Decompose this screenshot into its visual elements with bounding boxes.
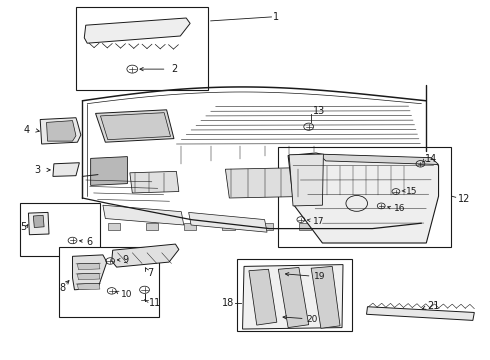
- Polygon shape: [91, 157, 127, 185]
- Polygon shape: [249, 269, 277, 325]
- Polygon shape: [225, 167, 316, 198]
- Text: 1: 1: [273, 12, 280, 22]
- Bar: [237, 259, 352, 331]
- Polygon shape: [323, 165, 416, 196]
- Text: 21: 21: [427, 301, 440, 311]
- Polygon shape: [318, 154, 439, 165]
- Polygon shape: [278, 267, 309, 328]
- Polygon shape: [299, 223, 311, 230]
- Text: 12: 12: [458, 194, 470, 204]
- Polygon shape: [108, 223, 120, 230]
- Polygon shape: [222, 223, 235, 230]
- Polygon shape: [77, 263, 100, 270]
- Polygon shape: [367, 307, 474, 320]
- Text: 6: 6: [86, 237, 92, 247]
- Polygon shape: [289, 154, 323, 206]
- Text: 11: 11: [149, 298, 162, 308]
- Bar: [20, 203, 100, 256]
- Polygon shape: [112, 244, 179, 267]
- Text: 8: 8: [60, 283, 66, 293]
- Polygon shape: [40, 118, 81, 144]
- Text: 3: 3: [34, 165, 41, 175]
- Polygon shape: [33, 215, 44, 228]
- Polygon shape: [130, 171, 179, 193]
- Polygon shape: [28, 212, 49, 235]
- Text: 5: 5: [21, 222, 27, 232]
- Polygon shape: [103, 205, 184, 225]
- Text: 17: 17: [313, 216, 324, 225]
- Text: 13: 13: [313, 106, 325, 116]
- Polygon shape: [261, 223, 273, 230]
- Text: 10: 10: [121, 289, 132, 299]
- Text: 16: 16: [393, 204, 405, 213]
- Polygon shape: [146, 223, 158, 230]
- Polygon shape: [311, 266, 340, 328]
- Text: 20: 20: [306, 315, 318, 324]
- Text: 18: 18: [222, 298, 234, 308]
- Polygon shape: [53, 163, 79, 176]
- Polygon shape: [96, 110, 174, 142]
- Polygon shape: [100, 113, 171, 140]
- Polygon shape: [84, 18, 190, 43]
- Text: 4: 4: [24, 125, 29, 135]
- Text: 7: 7: [147, 267, 153, 278]
- Text: 2: 2: [172, 64, 178, 74]
- Polygon shape: [77, 283, 100, 290]
- Bar: [59, 247, 159, 317]
- Bar: [278, 147, 451, 247]
- Text: 9: 9: [122, 255, 128, 265]
- Bar: [76, 7, 208, 90]
- Polygon shape: [47, 121, 76, 141]
- Text: 15: 15: [406, 186, 417, 196]
- Text: 19: 19: [314, 272, 325, 281]
- Polygon shape: [337, 223, 349, 230]
- Polygon shape: [73, 255, 107, 290]
- Polygon shape: [77, 273, 100, 280]
- Polygon shape: [243, 265, 343, 329]
- Polygon shape: [184, 223, 196, 230]
- Polygon shape: [189, 212, 267, 232]
- Text: 14: 14: [425, 154, 438, 164]
- Polygon shape: [288, 153, 439, 243]
